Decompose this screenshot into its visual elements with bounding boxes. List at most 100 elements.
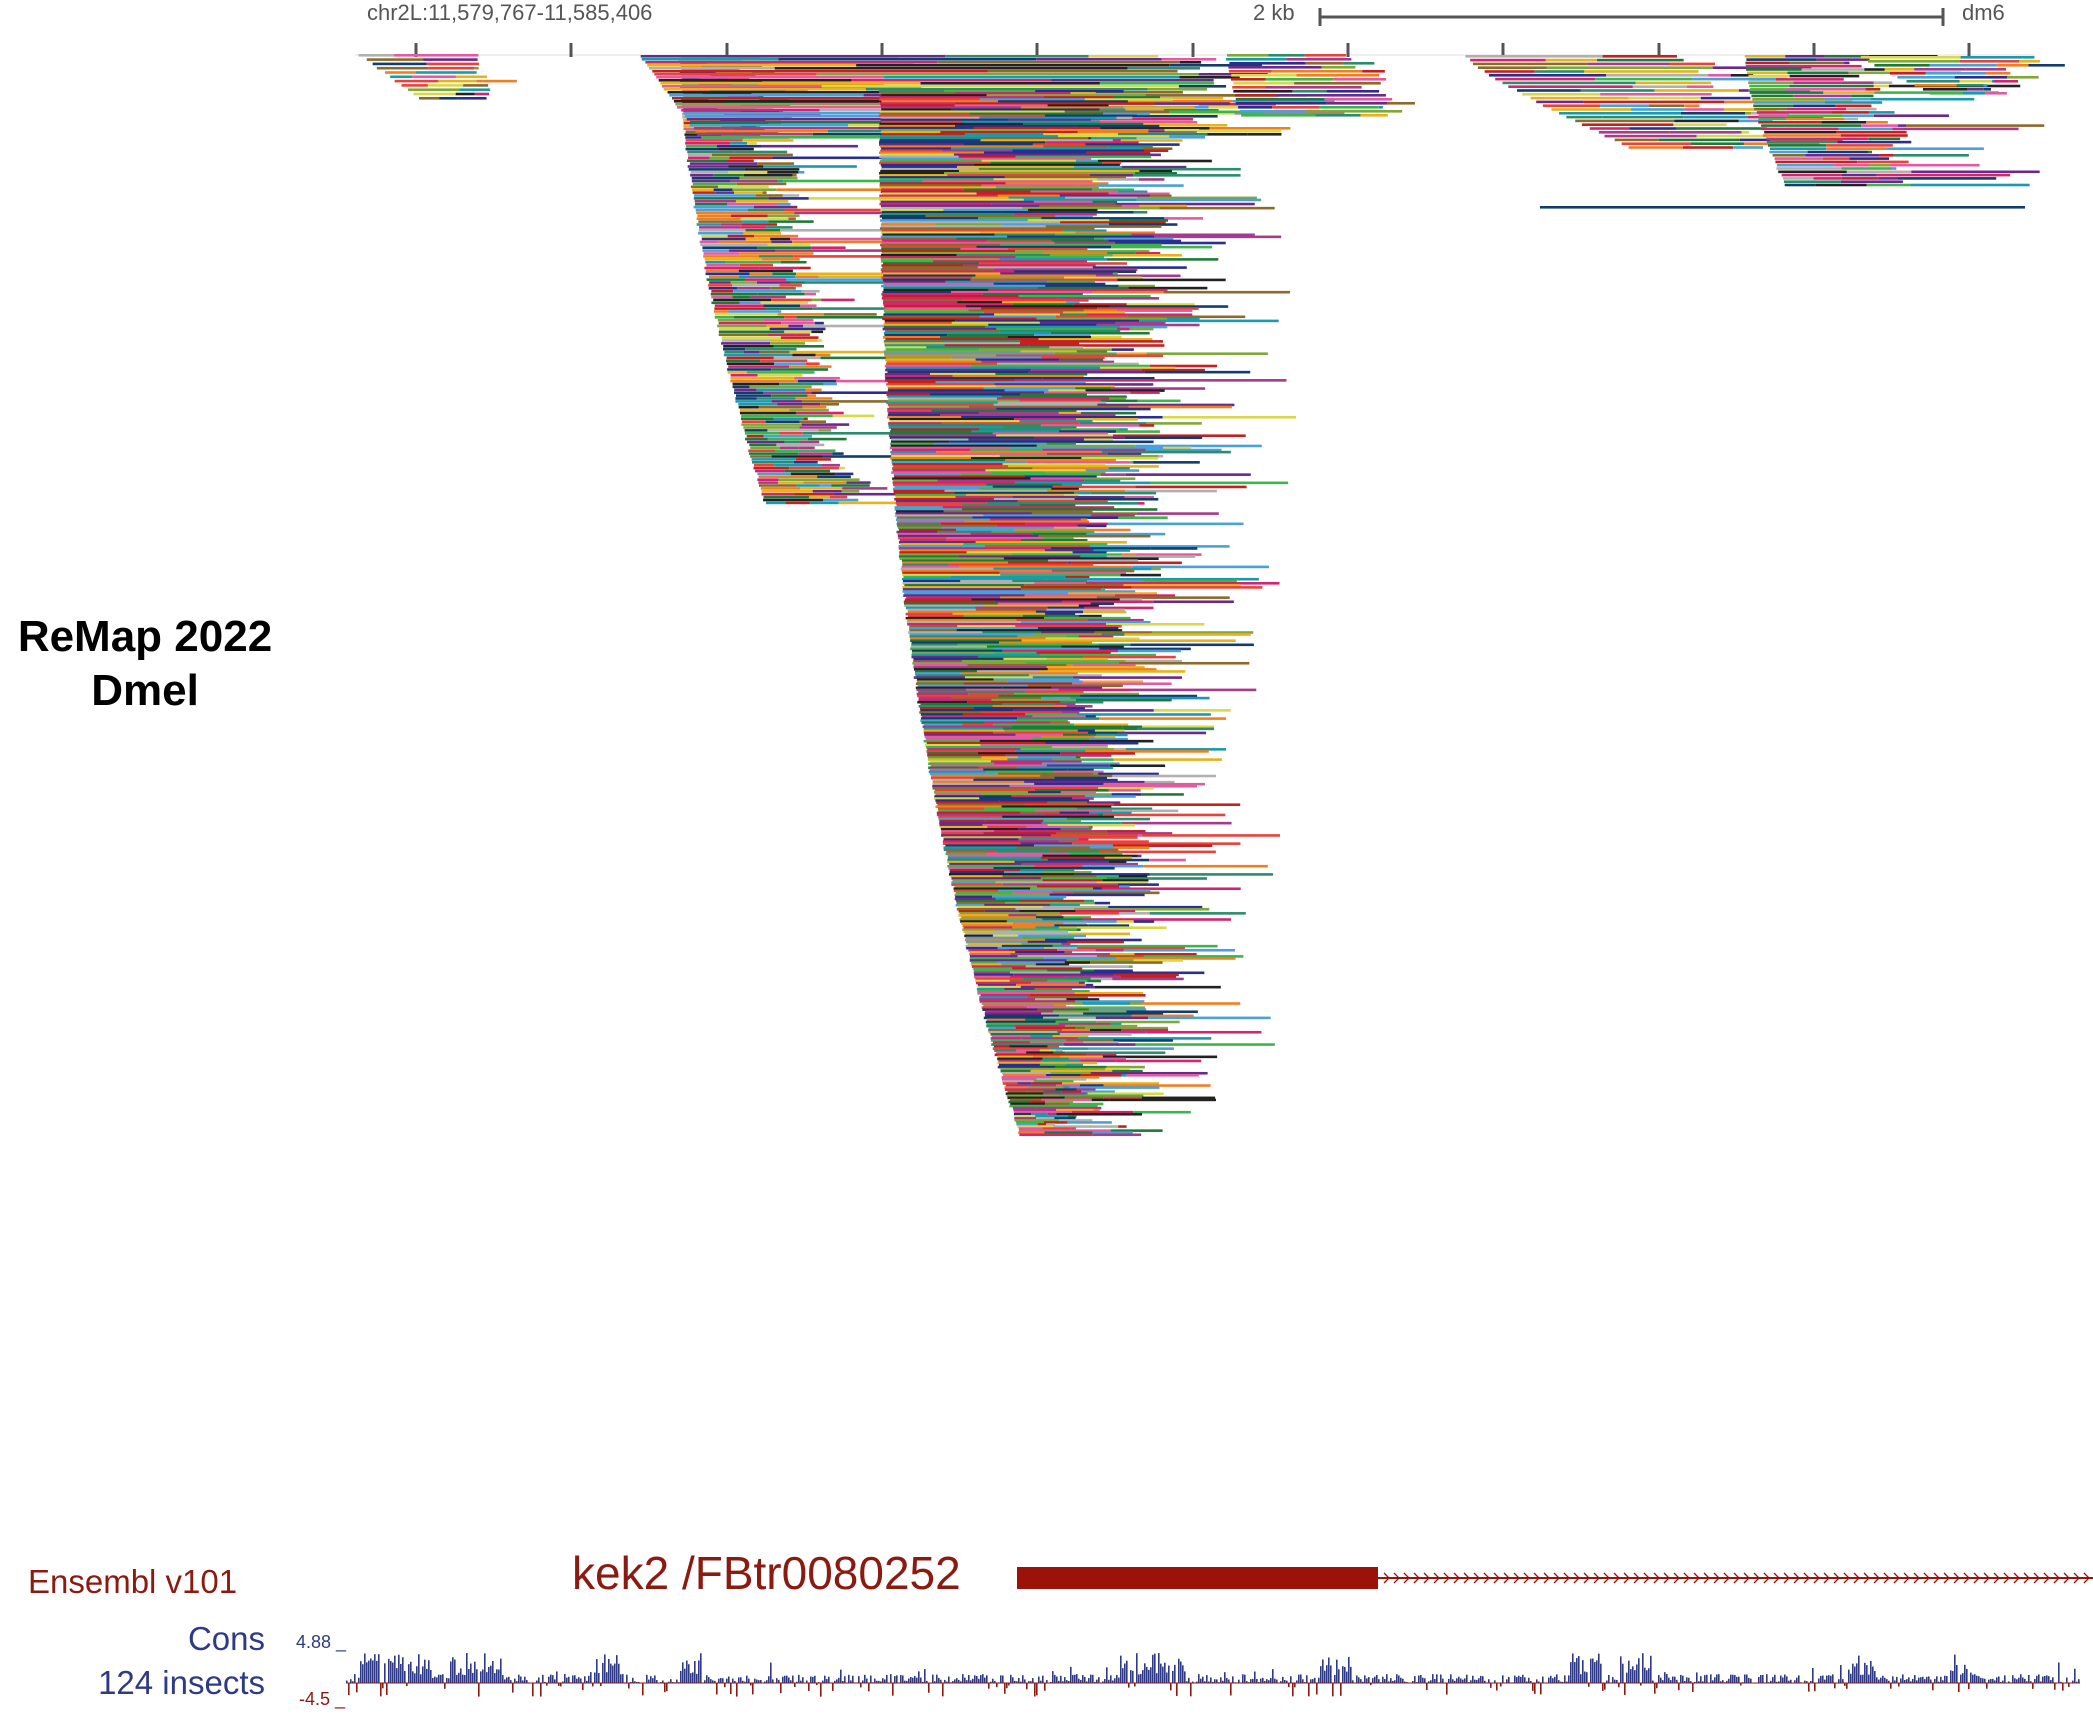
remap-peak xyxy=(1764,130,1837,134)
remap-peak xyxy=(914,668,969,671)
remap-peak xyxy=(1131,688,1257,692)
remap-peak xyxy=(1864,68,1885,71)
remap-track-label[interactable]: ReMap 2022 Dmel xyxy=(0,610,290,718)
remap-peak xyxy=(1508,85,1633,88)
remap-peak xyxy=(1105,1067,1130,1071)
remap-peak xyxy=(685,147,719,151)
remap-peak xyxy=(1032,532,1087,536)
cons-bar-positive xyxy=(1306,1675,1308,1683)
remap-peak xyxy=(1861,124,1898,127)
remap-peak xyxy=(1061,1090,1082,1093)
remap-peak xyxy=(1319,106,1379,109)
cons-bar-positive xyxy=(1494,1680,1496,1683)
cons-track-label[interactable]: Cons xyxy=(187,1620,265,1657)
remap-peak xyxy=(1648,104,1685,107)
remap-peak xyxy=(988,1028,1063,1032)
remap-peak xyxy=(962,713,1026,716)
remap-peak xyxy=(795,411,844,415)
strand-arrow xyxy=(1913,1572,1920,1584)
cons-bar-positive xyxy=(1474,1679,1476,1683)
remap-peak xyxy=(675,103,974,106)
remap-peak xyxy=(1089,811,1132,815)
remap-peak xyxy=(1047,1112,1057,1116)
strand-arrow xyxy=(1383,1572,1390,1584)
remap-peak xyxy=(1020,586,1104,589)
cons-bar-negative xyxy=(540,1683,542,1697)
remap-peak xyxy=(1551,108,1631,111)
remap-peak xyxy=(959,918,1043,921)
remap-peak xyxy=(1066,959,1134,962)
remap-peak xyxy=(1807,150,1869,154)
gene-model-kek2[interactable] xyxy=(1017,1567,2093,1589)
remap-peak xyxy=(724,350,744,354)
remap-peak xyxy=(455,75,488,79)
cons-bar-positive xyxy=(1820,1675,1822,1683)
remap-peak xyxy=(760,487,800,490)
cons-bar-positive xyxy=(1556,1674,1558,1683)
remap-peak xyxy=(739,263,773,267)
cons-bar-positive xyxy=(874,1678,876,1683)
remap-peak xyxy=(692,191,716,194)
remap-peak xyxy=(1100,399,1138,403)
remap-peak xyxy=(769,327,826,331)
remap-peak xyxy=(887,407,997,411)
remap-peak xyxy=(940,828,1019,831)
remap-peak xyxy=(1069,1102,1104,1106)
remap-peak xyxy=(717,318,764,322)
remap-peak xyxy=(880,196,1009,200)
cons-bar-positive xyxy=(1052,1671,1054,1683)
remap-peak xyxy=(1103,1084,1211,1087)
remap-peak xyxy=(1879,154,1894,157)
remap-peak xyxy=(1042,871,1092,874)
cons-bar-positive xyxy=(1560,1681,1562,1683)
ensembl-track-label[interactable]: Ensembl v101 xyxy=(28,1563,238,1600)
remap-peak xyxy=(765,501,786,505)
cons-bar-negative xyxy=(1624,1683,1626,1695)
remap-peak xyxy=(1004,1086,1028,1089)
remap-peak xyxy=(1051,686,1103,690)
remap-peak xyxy=(1536,100,1584,104)
remap-peak xyxy=(1042,448,1146,452)
cons-track-sublabel[interactable]: 124 insects xyxy=(98,1664,265,1701)
cons-bar-positive xyxy=(1750,1678,1752,1683)
remap-peaks[interactable] xyxy=(358,54,2065,1137)
remap-peak xyxy=(1128,286,1208,290)
remap-peak xyxy=(927,756,982,759)
cons-bar-negative xyxy=(1006,1683,1008,1689)
cons-bar-negative xyxy=(380,1683,382,1697)
remap-peak xyxy=(1059,811,1090,815)
cons-bar-positive xyxy=(1614,1679,1616,1683)
remap-peak xyxy=(1522,93,1601,96)
remap-peak xyxy=(1032,143,1086,146)
strand-arrow xyxy=(1953,1572,1960,1584)
remap-peak xyxy=(947,854,1043,858)
remap-peak xyxy=(1137,196,1257,200)
remap-peak xyxy=(1789,84,1874,88)
cons-bar-positive xyxy=(1206,1675,1208,1683)
cons-bar-positive xyxy=(700,1653,702,1683)
remap-peak xyxy=(1001,963,1036,966)
gene-name-label[interactable]: kek2 /FBtr0080252 xyxy=(572,1547,961,1599)
remap-peak xyxy=(1844,61,1850,65)
remap-peak xyxy=(1113,846,1150,850)
cons-bar-positive xyxy=(1930,1679,1932,1683)
cons-bar-positive xyxy=(622,1674,624,1683)
remap-peak xyxy=(740,226,767,229)
cons-bar-positive xyxy=(618,1663,620,1683)
cons-bar-positive xyxy=(946,1681,948,1683)
remap-peak xyxy=(1606,74,1709,77)
remap-peak xyxy=(1658,138,1740,142)
cons-bar-positive xyxy=(1422,1677,1424,1683)
remap-peak xyxy=(955,370,1029,374)
remap-peak xyxy=(1124,495,1154,499)
cons-bar-positive xyxy=(616,1655,618,1683)
remap-peak xyxy=(932,782,1035,786)
cons-bar-positive xyxy=(1548,1677,1550,1683)
remap-peak xyxy=(1836,130,1907,134)
remap-peak xyxy=(957,643,1099,647)
remap-peak xyxy=(1060,1129,1111,1132)
remap-peak xyxy=(1179,76,1240,79)
cons-bar-positive xyxy=(484,1653,486,1683)
strand-arrow xyxy=(1903,1572,1910,1584)
